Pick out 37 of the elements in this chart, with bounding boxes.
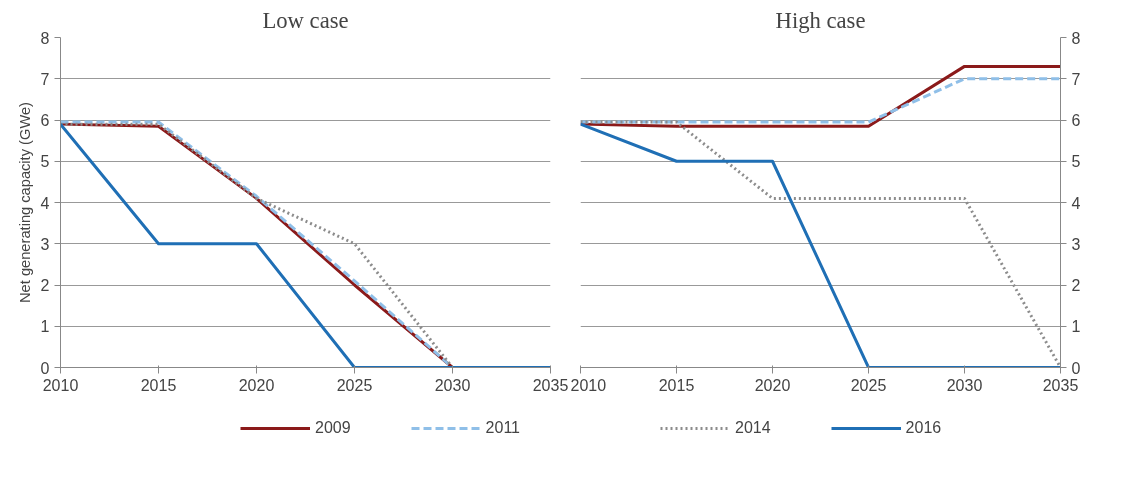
y-tick-label: 7	[40, 70, 50, 88]
y-tick-label: 3	[40, 235, 50, 253]
chart-title: Low case	[262, 7, 349, 33]
y-tick-label: 0	[1071, 359, 1081, 377]
y-tick-label: 7	[1071, 70, 1081, 88]
y-tick-label: 3	[1071, 235, 1081, 253]
x-tick-label: 2030	[434, 376, 471, 394]
y-tick-label: 8	[40, 29, 50, 47]
x-tick-label: 2010	[42, 376, 79, 394]
x-tick-label: 2020	[754, 376, 791, 394]
x-tick-label: 2010	[570, 376, 607, 394]
y-tick-label: 2	[40, 277, 50, 294]
legend-label: 2009	[315, 419, 351, 437]
y-tick-label: 0	[40, 359, 50, 377]
x-tick-label: 2015	[658, 376, 695, 394]
legend-label: 2014	[735, 419, 771, 437]
x-tick-label: 2030	[946, 376, 983, 394]
x-tick-label: 2025	[850, 376, 887, 394]
x-tick-label: 2025	[336, 376, 373, 394]
x-tick-label: 2035	[532, 376, 569, 394]
x-tick-label: 2020	[238, 376, 275, 394]
y-tick-label: 4	[1071, 194, 1081, 212]
y-tick-label: 4	[40, 194, 50, 212]
y-tick-label: 6	[1071, 112, 1081, 129]
x-tick-label: 2015	[140, 376, 177, 394]
y-tick-label: 1	[40, 318, 50, 336]
y-tick-label: 5	[40, 153, 50, 171]
y-tick-label: 2	[1071, 277, 1081, 294]
chart-title: High case	[775, 7, 866, 33]
legend-label: 2011	[485, 419, 520, 437]
y-tick-label: 1	[1071, 318, 1081, 336]
y-tick-label: 6	[40, 112, 50, 129]
y-tick-label: 5	[1071, 153, 1081, 171]
y-axis-title: Net generating capacity (GWe)	[16, 102, 33, 303]
y-tick-label: 8	[1071, 29, 1081, 47]
legend-label: 2016	[905, 419, 942, 437]
x-tick-label: 2035	[1042, 376, 1079, 394]
